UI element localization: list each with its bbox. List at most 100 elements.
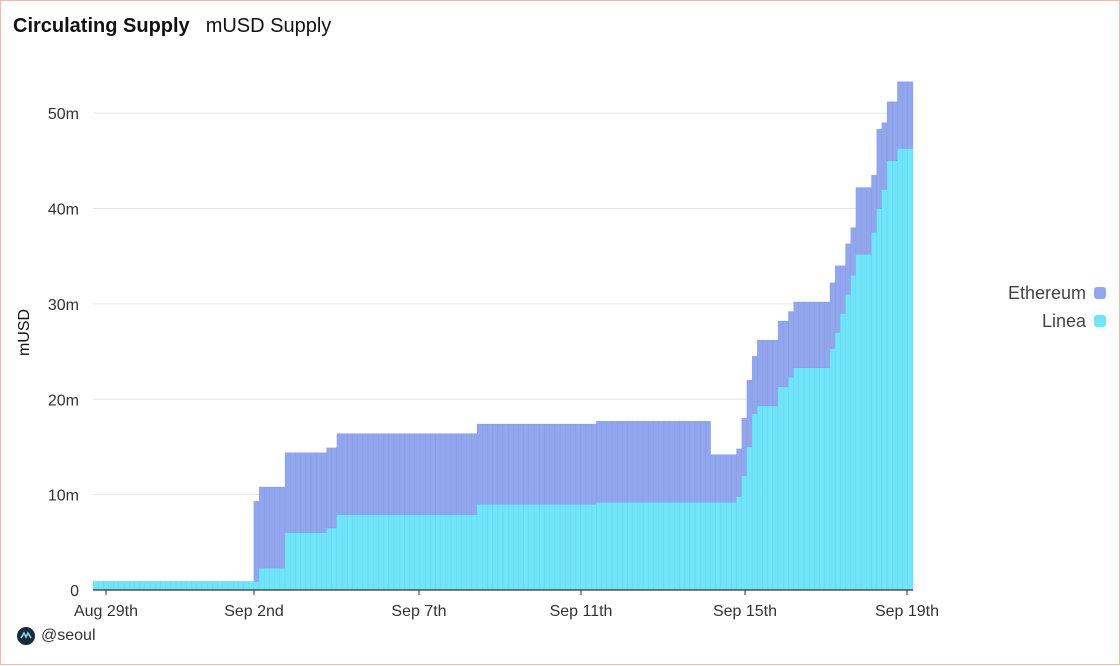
bar-ethereum — [450, 433, 457, 515]
bar-linea — [554, 504, 561, 591]
bar-ethereum — [290, 452, 296, 533]
bar-linea — [783, 386, 789, 591]
bar-linea — [544, 504, 550, 591]
bar-ethereum — [684, 421, 690, 503]
bar-ethereum — [253, 501, 260, 582]
bar-linea — [181, 581, 187, 591]
bar-ethereum — [886, 101, 893, 161]
bar-linea — [580, 504, 587, 591]
bar-linea — [378, 514, 384, 591]
bar-linea — [757, 405, 763, 591]
bar-linea — [513, 504, 519, 591]
bar-ethereum — [627, 421, 633, 503]
bar-ethereum — [783, 320, 789, 388]
bar-linea — [772, 405, 779, 591]
chart-legend: Ethereum Linea — [991, 279, 1106, 335]
bar-linea — [347, 514, 353, 591]
bar-ethereum — [476, 423, 483, 505]
bar-linea — [258, 567, 265, 591]
bar-ethereum — [497, 423, 504, 505]
bar-linea — [539, 504, 545, 591]
bar-ethereum — [264, 486, 270, 569]
bar-ethereum — [845, 243, 851, 295]
bar-linea — [829, 348, 836, 591]
bar-ethereum — [435, 433, 441, 515]
bar-ethereum — [591, 423, 597, 505]
bar-linea — [492, 504, 498, 591]
bar-ethereum — [445, 433, 452, 515]
bar-ethereum — [814, 301, 820, 368]
bar-ethereum — [336, 433, 343, 515]
bar-ethereum — [300, 452, 306, 533]
bar-ethereum — [482, 423, 488, 505]
bar-linea — [762, 405, 768, 591]
bar-ethereum — [622, 421, 628, 503]
bar-linea — [668, 502, 675, 591]
legend-swatch-linea — [1094, 315, 1106, 327]
bar-ethereum — [642, 421, 649, 503]
bar-ethereum — [502, 423, 509, 505]
bar-ethereum — [632, 421, 639, 503]
bar-ethereum — [637, 421, 644, 503]
bar-linea — [300, 532, 306, 591]
bar-ethereum — [658, 421, 665, 503]
bar-linea — [528, 504, 535, 591]
bar-ethereum — [316, 452, 322, 533]
bar-ethereum — [367, 433, 374, 515]
bar-linea — [129, 581, 135, 591]
bar-ethereum — [274, 486, 280, 569]
bar-linea — [404, 514, 410, 591]
bar-linea — [726, 502, 732, 591]
bar-ethereum — [762, 339, 768, 407]
bar-ethereum — [279, 486, 286, 569]
bar-linea — [715, 502, 722, 591]
bar-linea — [440, 514, 447, 591]
bar-linea — [866, 254, 872, 591]
bar-linea — [310, 532, 317, 591]
bar-ethereum — [513, 423, 519, 505]
bar-linea — [705, 502, 711, 591]
bar-ethereum — [809, 301, 815, 368]
bar-linea — [160, 581, 166, 591]
bar-linea — [326, 527, 332, 591]
bar-linea — [367, 514, 374, 591]
bar-ethereum — [617, 421, 623, 503]
bar-linea — [767, 405, 774, 591]
bar-ethereum — [710, 454, 716, 503]
bar-ethereum — [284, 452, 291, 533]
legend-label-ethereum: Ethereum — [1007, 282, 1086, 303]
bar-linea — [622, 502, 628, 591]
bar-ethereum — [902, 81, 908, 149]
x-tick-label: Sep 11th — [550, 603, 613, 620]
bar-linea — [196, 581, 203, 591]
bar-linea — [565, 504, 571, 591]
bar-linea — [694, 502, 701, 591]
bar-linea — [212, 581, 218, 591]
bar-linea — [388, 514, 395, 591]
bar-linea — [814, 367, 820, 591]
bar-ethereum — [679, 421, 685, 503]
bar-ethereum — [596, 421, 602, 503]
bar-linea — [321, 532, 327, 591]
bar-linea — [227, 581, 234, 591]
bar-linea — [98, 581, 104, 591]
bar-linea — [186, 581, 192, 591]
bar-ethereum — [866, 187, 872, 255]
bar-linea — [232, 581, 239, 591]
bar-linea — [290, 532, 296, 591]
bar-ethereum — [715, 454, 722, 503]
chart-subtitle: mUSD Supply — [205, 15, 332, 37]
bar-linea — [450, 514, 457, 591]
bar-linea — [284, 532, 291, 591]
x-tick-label: Sep 7th — [391, 603, 446, 620]
bar-ethereum — [326, 447, 332, 529]
bar-linea — [393, 514, 400, 591]
bar-ethereum — [705, 421, 711, 503]
bar-linea — [746, 446, 753, 591]
legend-item-ethereum[interactable]: Ethereum — [991, 279, 1106, 307]
bar-ethereum — [606, 421, 613, 503]
bar-ethereum — [565, 423, 571, 505]
bar-linea — [559, 504, 566, 591]
legend-item-linea[interactable]: Linea — [991, 307, 1106, 335]
